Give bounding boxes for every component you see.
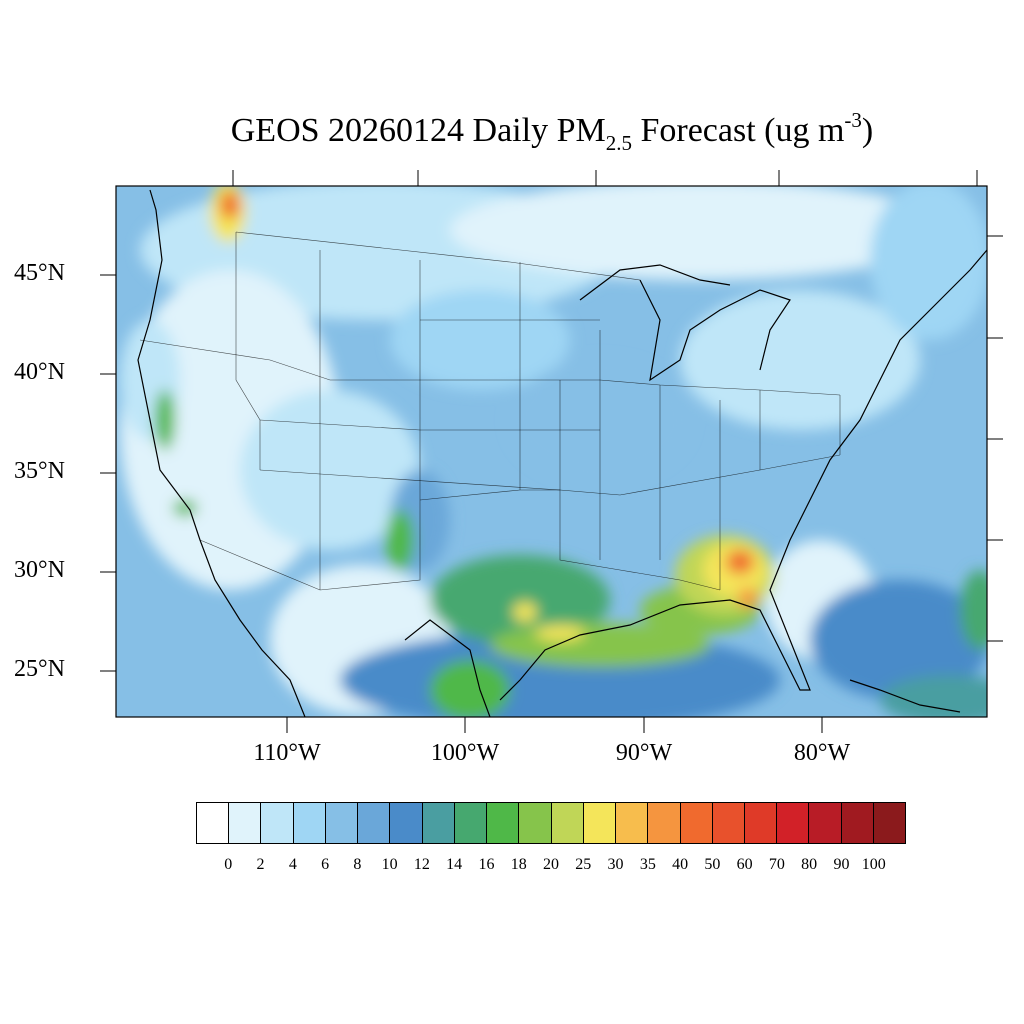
lat-label-35n: 35°N xyxy=(14,458,65,484)
colorbar-box xyxy=(551,803,584,843)
colorbar-label: 14 xyxy=(446,856,463,873)
coastlines xyxy=(137,189,988,718)
colorbar-label: 2 xyxy=(256,856,265,873)
lat-label-30n: 30°N xyxy=(14,557,65,583)
colorbar-label: 4 xyxy=(288,856,297,873)
colorbar-box xyxy=(261,803,294,843)
colorbar-box xyxy=(648,803,681,843)
colorbar-label: 40 xyxy=(672,856,689,873)
colorbar-label: 100 xyxy=(861,856,886,873)
lat-label-40n: 40°N xyxy=(14,359,65,385)
colorbar-box xyxy=(325,803,359,843)
colorbar-label: 50 xyxy=(704,856,721,873)
colorbar-label: 20 xyxy=(543,856,559,873)
colorbar-box xyxy=(197,803,230,843)
pm25-field xyxy=(116,186,987,717)
colorbar-box xyxy=(873,803,906,843)
lat-label-45n: 45°N xyxy=(14,260,65,286)
colorbar-label: 60 xyxy=(736,856,753,873)
colorbar-box xyxy=(487,803,520,843)
lat-label-25n: 25°N xyxy=(14,656,65,682)
colorbar-box xyxy=(454,803,488,843)
colorbar-box xyxy=(777,803,810,843)
colorbar-label: 6 xyxy=(321,856,330,873)
map-frame xyxy=(115,185,988,718)
colorbar-label: 10 xyxy=(381,856,398,873)
colorbar-label: 30 xyxy=(607,856,624,873)
colorbar-label: 0 xyxy=(224,856,233,873)
lon-label-90w: 90°W xyxy=(615,740,673,766)
colorbar-box xyxy=(293,803,326,843)
colorbar-box xyxy=(229,803,262,843)
colorbar-box xyxy=(680,803,713,843)
colorbar-box xyxy=(422,803,455,843)
colorbar-box xyxy=(358,803,391,843)
colorbar-label: 12 xyxy=(413,856,430,873)
colorbar-box xyxy=(809,803,842,843)
colorbar-box xyxy=(519,803,552,843)
colorbar-box xyxy=(744,803,778,843)
colorbar-label: 18 xyxy=(510,856,527,873)
colorbar-box xyxy=(390,803,423,843)
colorbar-label: 35 xyxy=(639,856,656,873)
state-borders xyxy=(139,231,841,591)
colorbar-label: 70 xyxy=(768,856,785,873)
colorbar-label: 25 xyxy=(575,856,592,873)
colorbar-box xyxy=(583,803,617,843)
map-title: GEOS 20260124 Daily PM2.5 Forecast (ug m… xyxy=(230,108,874,155)
colorbar-box xyxy=(841,803,874,843)
graticule-ticks xyxy=(100,170,1003,733)
colorbar-box xyxy=(712,803,745,843)
colorbar-label: 90 xyxy=(833,856,850,873)
colorbar xyxy=(196,802,906,844)
colorbar-label: 80 xyxy=(801,856,818,873)
lon-label-110w: 110°W xyxy=(253,740,321,766)
colorbar-label: 16 xyxy=(478,856,495,873)
lon-label-80w: 80°W xyxy=(793,740,851,766)
colorbar-box xyxy=(616,803,649,843)
lon-label-100w: 100°W xyxy=(430,740,500,766)
colorbar-label: 8 xyxy=(353,856,362,873)
